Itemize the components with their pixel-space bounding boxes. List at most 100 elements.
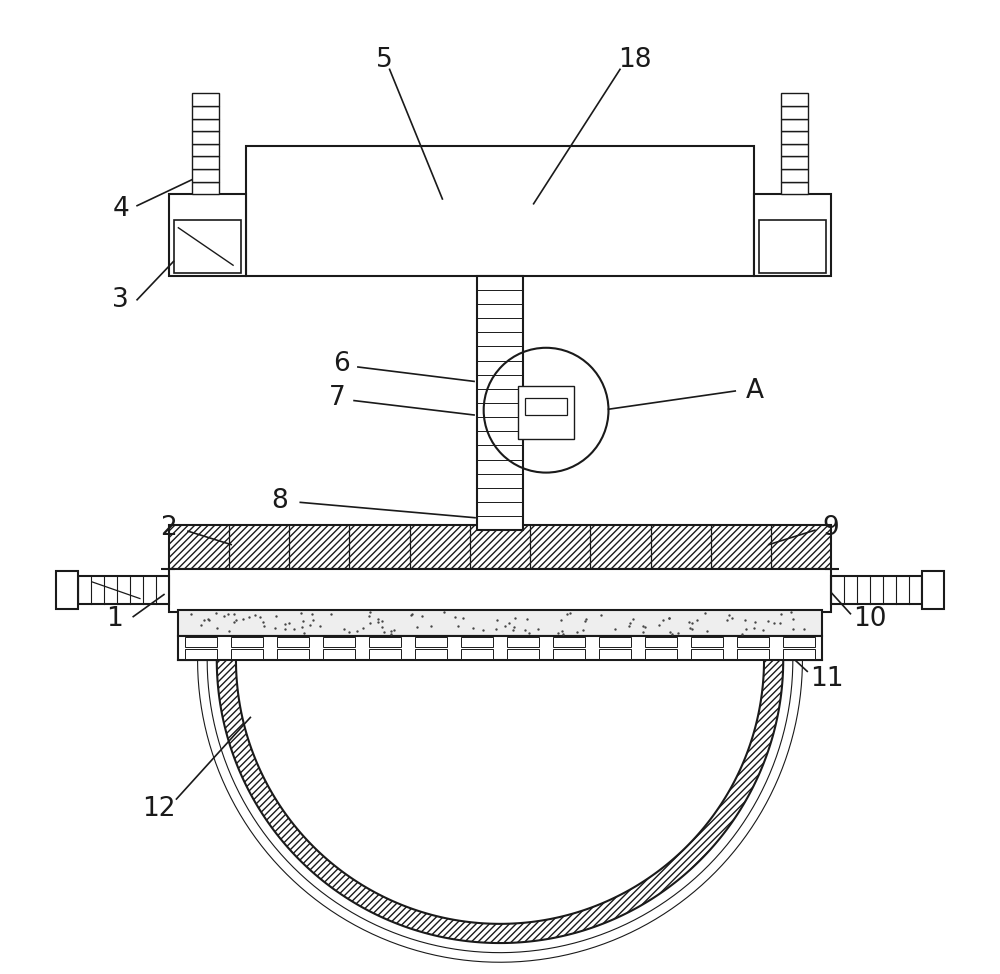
Text: 12: 12 [142,796,176,822]
Bar [737,637,769,647]
Point [252,609,268,624]
Point [724,610,740,625]
Point [241,610,257,625]
Point [221,623,237,639]
Bar [831,577,922,604]
Point [293,605,309,620]
Bar [781,144,808,157]
Point [436,605,452,620]
Bar [192,106,219,119]
Point [684,620,700,636]
Point [637,619,653,635]
Point [256,618,272,633]
Point [228,613,244,628]
Point [689,612,705,627]
Point [635,618,651,634]
Bar [185,649,217,658]
Bar [461,637,493,647]
Point [349,623,365,639]
Bar [231,649,263,658]
Point [621,618,637,634]
Point [196,612,212,627]
Bar [231,637,263,647]
Point [267,620,283,636]
Point [747,615,763,630]
Point [200,612,216,627]
Point [341,624,357,640]
Bar [518,386,574,439]
Text: 3: 3 [112,286,129,313]
Bar [185,637,217,647]
Point [737,612,753,627]
Point [374,619,390,635]
Bar [599,637,631,647]
Point [208,606,224,621]
Point [450,618,466,634]
Bar [178,636,822,659]
Text: 5: 5 [376,47,393,73]
Point [295,613,311,628]
Bar [781,106,808,119]
Bar [277,649,309,658]
Text: 11: 11 [810,666,843,692]
Point [719,612,735,627]
Bar [599,649,631,658]
Bar [192,131,219,144]
Point [555,626,571,642]
Bar [78,577,169,604]
Bar [507,637,539,647]
Point [465,619,481,635]
Bar [691,649,723,658]
Text: A: A [745,378,763,404]
Point [255,614,271,629]
Bar [507,649,539,658]
Point [783,604,799,619]
Bar [169,525,831,569]
Point [336,620,352,636]
Bar [192,119,219,131]
Point [403,607,419,622]
Point [664,625,680,641]
Point [760,614,776,629]
Bar [525,397,567,415]
Bar [323,637,355,647]
Point [370,612,386,627]
Point [423,618,439,634]
Point [296,625,312,641]
Point [577,614,593,629]
Point [370,615,386,630]
Point [409,619,425,635]
Point [193,617,209,632]
Point [286,620,302,636]
Bar [56,571,78,610]
Point [183,606,199,621]
Point [475,622,491,638]
Bar [192,181,219,194]
Point [550,625,566,641]
Bar [781,157,808,169]
Point [497,618,513,633]
Point [625,611,641,626]
Text: 8: 8 [271,488,288,514]
Point [635,624,651,640]
Point [507,611,523,626]
Bar [369,637,401,647]
Bar [737,649,769,658]
Point [553,612,569,627]
Text: 1: 1 [106,607,122,632]
Point [682,619,698,635]
Point [578,612,594,627]
Point [489,612,505,627]
Point [383,623,399,639]
Bar [174,220,241,273]
Point [281,615,297,630]
Point [305,613,321,628]
Point [226,615,242,630]
Bar [781,119,808,131]
Point [662,624,678,640]
Bar [553,637,585,647]
Point [414,609,430,624]
Point [785,621,801,637]
Point [554,623,570,639]
Point [651,618,667,633]
